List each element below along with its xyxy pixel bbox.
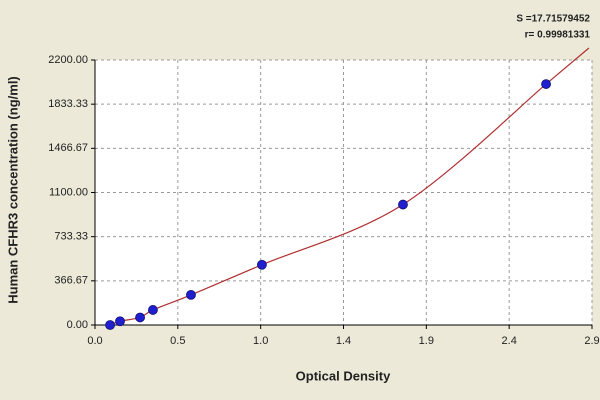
y-tick-label: 733.33 [54,231,88,243]
y-tick-label: 0.00 [67,319,88,331]
data-point [398,199,408,210]
data-point [115,316,125,327]
x-tick-label: 0.5 [170,335,185,347]
x-axis-label: Optical Density [296,368,391,383]
data-point [186,289,196,300]
y-tick-label: 366.67 [54,275,88,287]
annotation: r= 0.99981331 [525,30,591,41]
x-tick-label: 1.0 [253,335,268,347]
x-tick-label: 2.9 [584,335,599,347]
y-tick-label: 1833.33 [48,98,88,110]
data-point [135,312,145,323]
y-tick-label: 2200.00 [48,54,88,66]
annotation: S =17.71579452 [516,14,590,25]
data-point [257,259,267,270]
y-tick-label: 1100.00 [49,186,88,198]
data-point [148,305,158,315]
x-tick-label: 2.4 [502,335,517,347]
y-tick-label: 1466.67 [48,142,88,154]
data-point [105,320,115,330]
x-tick-label: 1.4 [336,335,351,347]
x-tick-label: 0.0 [87,335,102,347]
data-point [541,79,551,89]
x-tick-label: 1.9 [419,335,434,347]
y-axis-label: Human CFHR3 concentration (ng/ml) [5,76,20,304]
